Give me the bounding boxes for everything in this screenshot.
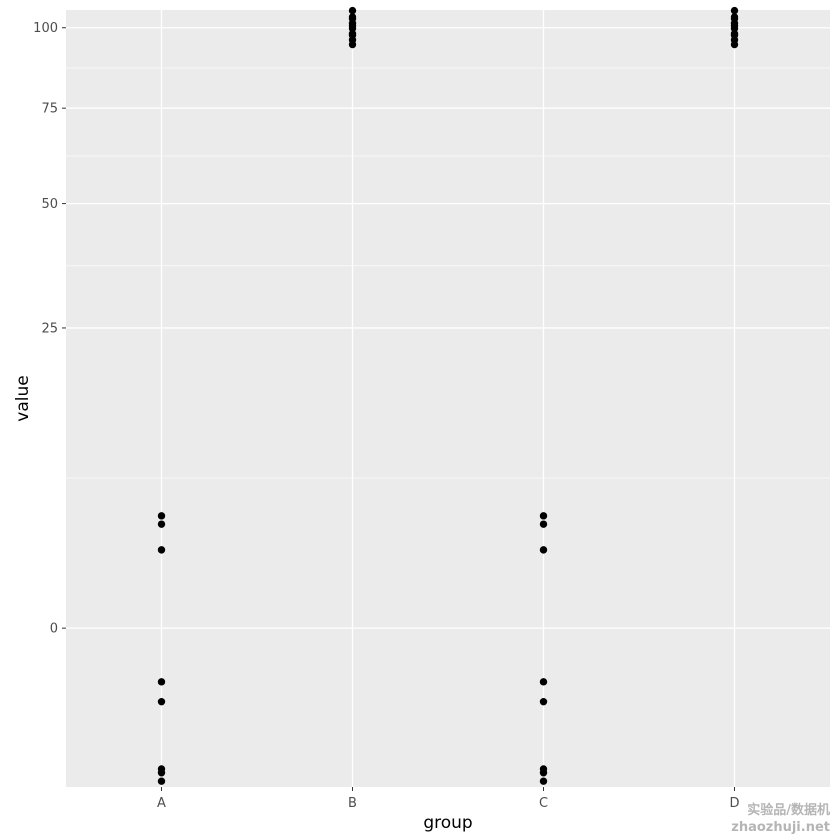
x-tick-label: D — [729, 796, 739, 811]
data-point — [157, 678, 166, 686]
x-tick-label: A — [157, 796, 166, 811]
data-point — [539, 765, 548, 773]
plot-panel — [66, 10, 830, 787]
data-point — [539, 678, 548, 686]
y-tick-label: 0 — [50, 622, 58, 637]
data-point — [157, 697, 166, 706]
data-points — [157, 6, 739, 785]
x-axis-title: group — [423, 813, 472, 833]
data-point — [539, 546, 548, 554]
data-point — [539, 697, 548, 706]
major-gridlines — [66, 10, 830, 787]
watermark-line-2: zhaozhuji.net — [731, 820, 830, 835]
data-point — [730, 13, 739, 21]
data-point — [157, 520, 166, 528]
y-tick-label: 50 — [41, 197, 58, 212]
y-axis: 0 25 50 75 100 — [33, 21, 66, 637]
minor-gridlines — [66, 67, 830, 479]
y-tick-label: 100 — [33, 21, 58, 36]
data-point — [157, 777, 166, 785]
data-point — [348, 30, 357, 38]
data-point — [539, 777, 548, 785]
data-point — [157, 546, 166, 554]
data-point — [157, 765, 166, 773]
y-tick-label: 75 — [41, 102, 58, 117]
y-tick-label: 25 — [41, 321, 58, 336]
x-tick-label: C — [539, 796, 548, 811]
x-tick-label: B — [348, 796, 357, 811]
data-point — [348, 6, 357, 15]
data-point — [539, 520, 548, 528]
data-point — [539, 512, 548, 520]
data-point — [348, 13, 357, 21]
watermark: 实验品/数据机 zhaozhuji.net — [731, 802, 830, 836]
data-point — [157, 512, 166, 520]
y-axis-title: value — [13, 375, 33, 421]
x-axis: A B C D — [157, 787, 740, 811]
watermark-line-1: 实验品/数据机 — [747, 803, 830, 818]
data-point — [730, 30, 739, 38]
data-point — [730, 6, 739, 15]
